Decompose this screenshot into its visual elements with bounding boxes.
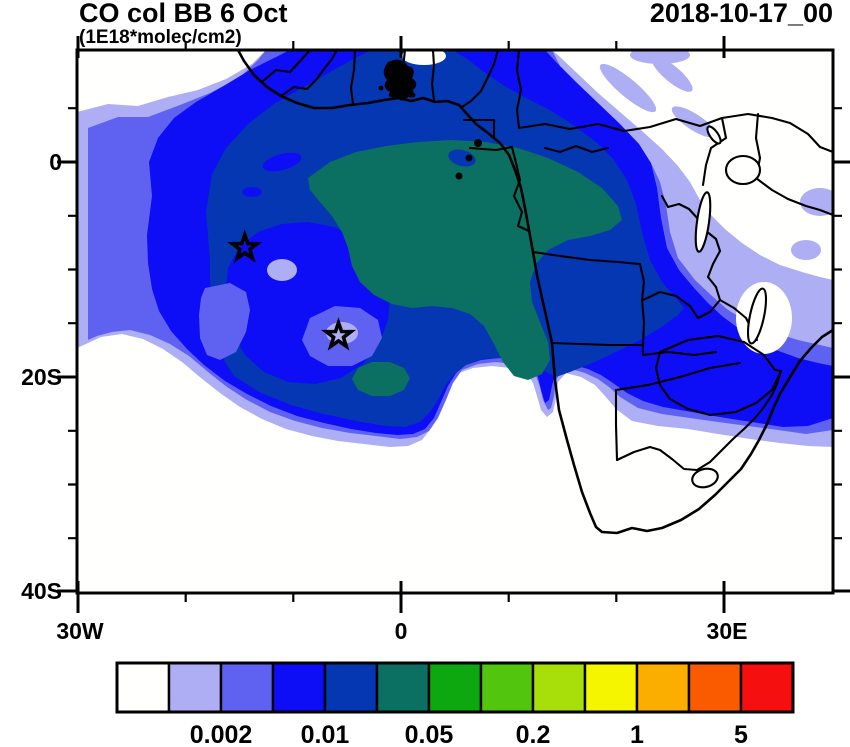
border-ssudan-east	[788, 121, 833, 154]
island-bioko	[474, 139, 482, 147]
border-zambia-drc-pedicle	[641, 194, 722, 320]
border-kenya-tanzania	[754, 176, 833, 217]
lavender-streak-4	[630, 50, 690, 64]
border-benin-nigeria	[430, 50, 436, 102]
colorbar-cell-4	[323, 661, 379, 714]
lavender-streak-2	[651, 56, 693, 92]
border-angola-zambia	[640, 298, 646, 347]
colorbar	[115, 661, 795, 714]
lesotho-border	[691, 467, 719, 489]
border-cameroon-car	[515, 50, 523, 130]
delta-dot-1	[378, 85, 384, 91]
blue-pocket-nw-2	[242, 187, 262, 197]
border-west-africa-2	[279, 50, 339, 98]
lavender-streak-1	[599, 63, 657, 113]
lavender-streak-3	[671, 106, 717, 138]
border-eq-guinea	[462, 118, 496, 140]
contour-fill-layers	[77, 50, 833, 593]
colorbar-label-0p002: 0.002	[190, 721, 253, 747]
colorbar-cell-3	[271, 661, 327, 714]
major-ticks	[57, 36, 850, 613]
lake-victoria	[724, 154, 762, 186]
border-west-africa-1	[260, 50, 312, 84]
x-axis-label-30e: 30E	[707, 618, 748, 644]
border-congo-drc	[543, 144, 610, 154]
border-car-ssudan	[517, 112, 792, 133]
lake-tanganyika	[694, 191, 712, 253]
station-star-markers	[227, 229, 357, 351]
colorbar-label-0p05: 0.05	[405, 721, 454, 747]
x-axis-label-30w: 30W	[56, 618, 104, 644]
white-notch-top	[402, 50, 446, 65]
island-sao-tome	[455, 172, 463, 180]
border-zimbabwe	[654, 334, 783, 417]
border-south-africa-north	[615, 369, 783, 472]
lavender-pocket-1	[267, 259, 297, 281]
niger-delta-feature	[383, 59, 417, 101]
colorbar-cell-0	[115, 661, 171, 714]
island-principe	[465, 154, 473, 162]
africa-coastline	[236, 50, 833, 535]
x-axis-label-0: 0	[395, 618, 408, 644]
map-frame	[75, 48, 835, 595]
colorbar-cell-1	[167, 661, 223, 714]
border-ghana-togo	[349, 50, 357, 106]
plot-title: CO col BB 6 Oct	[79, 0, 288, 28]
border-nigeria-cameroon	[460, 50, 500, 109]
colorbar-cell-10	[635, 661, 691, 714]
minor-ticks	[68, 41, 842, 602]
contour-level-0p02	[308, 140, 622, 380]
border-namibia-botswana	[614, 388, 619, 462]
border-drc-angola	[531, 250, 646, 302]
lake-malawi	[746, 287, 768, 345]
lake-albert	[706, 125, 722, 145]
dark-pocket-in-teal	[448, 149, 476, 167]
star-marker-west-icon	[227, 229, 263, 263]
y-axis-label-0: 0	[49, 149, 62, 175]
lavender-patch-east-2	[791, 240, 821, 260]
border-angola-namibia	[550, 341, 645, 347]
colorbar-label-1: 1	[630, 721, 644, 747]
colorbar-cell-6	[427, 661, 483, 714]
colorbar-cell-7	[479, 661, 535, 714]
border-uganda-drc	[701, 116, 728, 187]
colorbar-cell-8	[531, 661, 587, 714]
colorbar-cell-11	[687, 661, 743, 714]
colorbar-cell-2	[219, 661, 275, 714]
colorbar-cell-9	[583, 661, 639, 714]
colorbar-label-0p01: 0.01	[301, 721, 350, 747]
star-marker-east-icon	[320, 317, 357, 351]
colorbar-outline	[115, 661, 795, 714]
border-gabon-congo	[468, 145, 531, 233]
lavender-patch-east-1	[800, 188, 833, 216]
slate-pocket-west	[199, 283, 250, 360]
colorbar-label-0p2: 0.2	[516, 721, 551, 747]
colorbar-cell-5	[375, 661, 431, 714]
contour-teal-south-pocket	[352, 362, 410, 396]
plot-timestamp: 2018-10-17_00	[650, 0, 833, 28]
colorbar-label-5: 5	[734, 721, 748, 747]
y-axis-label-20s: 20S	[21, 364, 62, 390]
plot-units-subtitle: (1E18*molec/cm2)	[79, 27, 242, 48]
delta-dot-2	[410, 92, 416, 98]
border-caprivi-strip	[641, 343, 718, 357]
border-botswana-north	[614, 361, 742, 392]
blue-pocket-nw	[262, 152, 302, 172]
colorbar-cell-12	[739, 661, 795, 714]
y-axis-label-40s: 40S	[21, 578, 62, 604]
